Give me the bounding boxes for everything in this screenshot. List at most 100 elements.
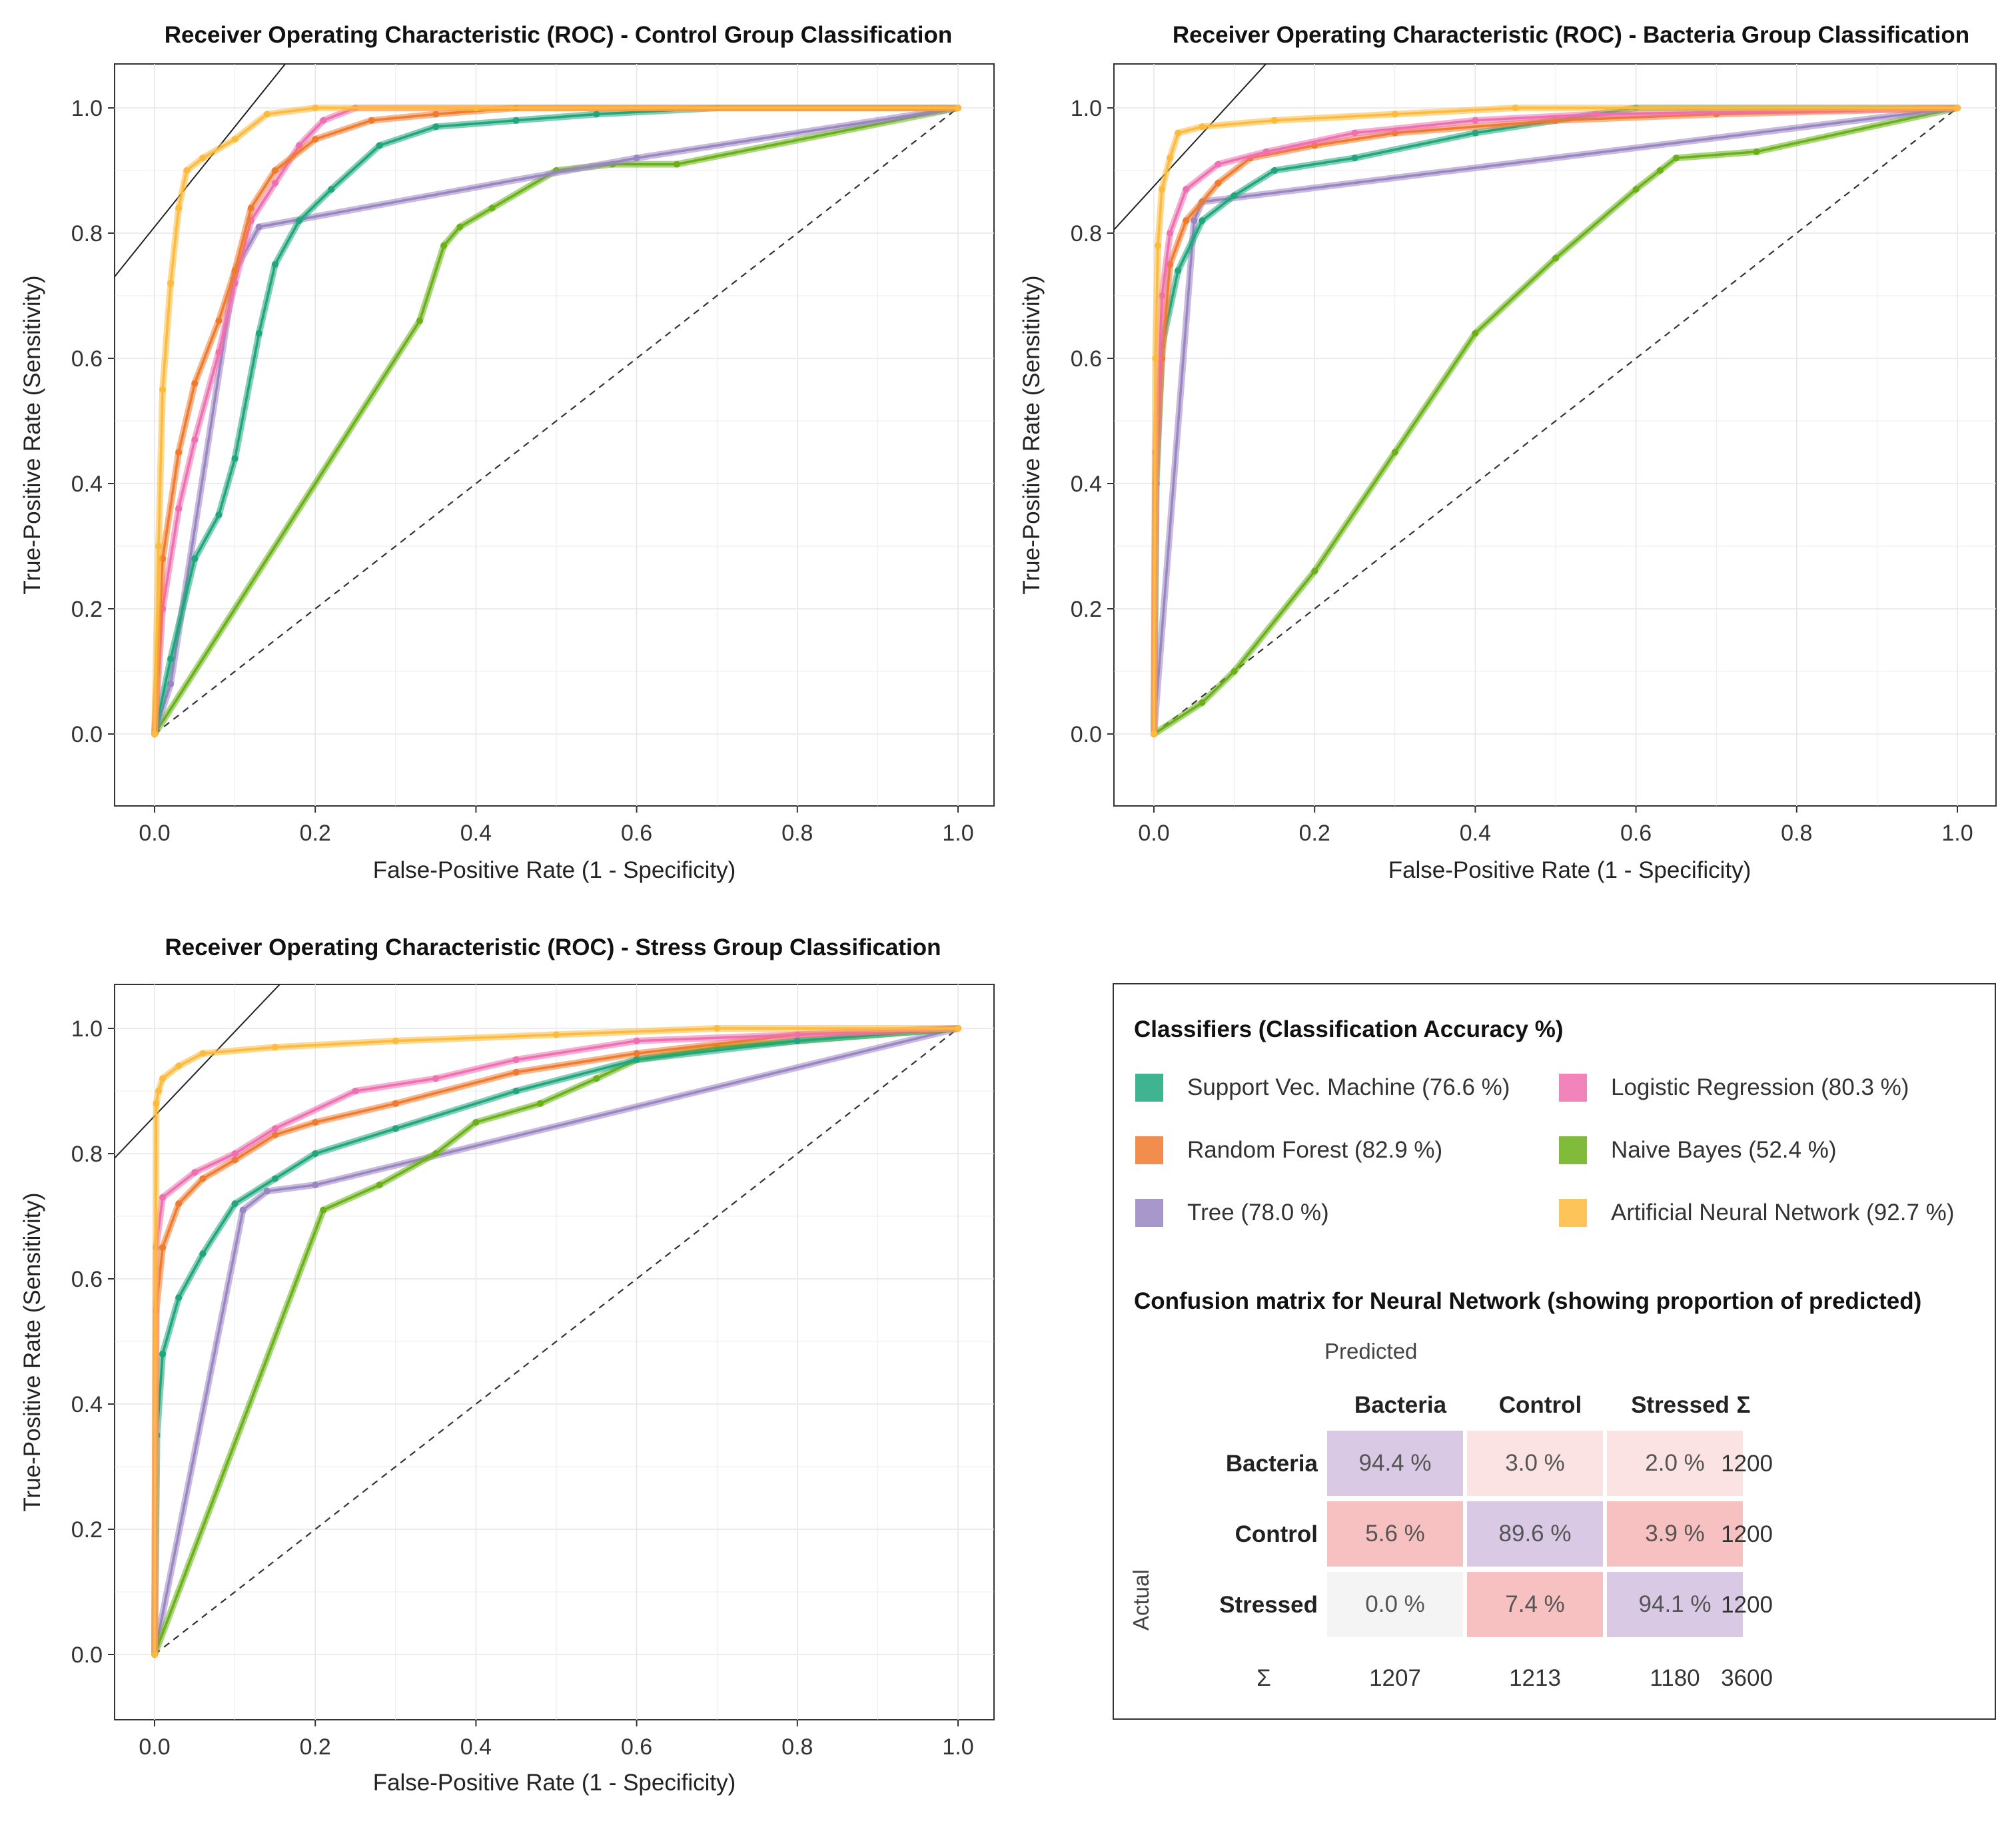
roc-point-svm [312,1150,319,1157]
roc-point-ann [1155,242,1162,249]
roc-point-nb [1391,449,1398,456]
roc-point-lr [271,1125,278,1132]
cm-cell: 2.0 % [1607,1431,1743,1496]
roc-point-ann [312,105,319,111]
roc-point-tree [239,1206,247,1214]
cm-cell: 3.0 % [1467,1431,1603,1496]
roc-point-svm [271,261,278,268]
legend-panel: Classifiers (Classification Accuracy %) … [1113,983,1996,1720]
roc-point-lr [432,1075,440,1082]
legend-label-lr: Logistic Regression (80.3 %) [1611,1074,1909,1100]
x-tick-label: 0.2 [1299,821,1330,846]
roc-point-svm [199,1250,207,1258]
roc-point-ann [263,111,270,118]
legend-swatch-rf [1135,1136,1163,1164]
roc-point-ann [155,1088,163,1094]
roc-point-lr [352,1088,359,1094]
x-tick-label: 0.4 [1460,821,1491,846]
roc-point-rf [231,267,239,274]
legend-label-svm: Support Vec. Machine (76.6 %) [1187,1074,1510,1100]
roc-point-lr [1167,230,1174,236]
roc-point-svm [1231,192,1238,199]
roc-point-ann [167,280,175,287]
cm-col-header-bacteria: Bacteria [1354,1392,1447,1418]
y-tick-label: 0.0 [71,722,103,747]
roc-point-ann [159,1075,167,1082]
roc-point-nb [1552,254,1559,262]
roc-point-ann [472,105,480,111]
roc-point-lr [271,179,278,186]
y-tick-label: 1.0 [71,1016,103,1042]
y-tick-label: 0.0 [1071,722,1102,747]
roc-point-rf [215,317,223,324]
roc-point-nb [320,1206,327,1214]
roc-point-nb [1632,186,1640,193]
cm-col-sum-bacteria: 1207 [1369,1665,1421,1691]
roc-point-ann [714,1025,721,1032]
x-tick-label: 0.6 [621,1734,652,1760]
y-tick-label: 0.0 [71,1642,103,1668]
roc-point-nb [376,1182,383,1188]
cm-col-header-stressed: Stressed [1631,1392,1730,1418]
legend-swatch-lr [1559,1074,1587,1102]
roc-point-ann [1175,129,1182,137]
roc-point-ann [271,1044,278,1051]
x-tick-label: 0.2 [300,1734,331,1760]
x-tick-label: 0.0 [139,1734,170,1760]
x-tick-label: 0.2 [300,821,331,846]
roc-point-nb [593,1075,600,1082]
roc-point-ann [1199,123,1206,131]
roc-point-lr [633,1037,640,1044]
roc-point-lr [1159,292,1166,299]
roc-point-tree [1191,217,1198,224]
roc-point-svm [1175,267,1182,274]
plot-frame [114,984,995,1720]
roc-point-tree [255,223,262,230]
roc-point-ann [1954,105,1961,111]
roc-panel-control: 0.0 0.2 0.4 0.6 0.8 1.0 0.0 0.2 0.4 0.6 0.8 1.0 Rece… [19,22,995,883]
roc-point-ann [175,1062,183,1070]
roc-point-svm [793,1037,801,1044]
x-tick-label: 1.0 [1941,821,1973,846]
roc-point-rf [1183,217,1190,224]
y-tick-label: 0.6 [1071,346,1102,372]
roc-point-ann [1167,155,1174,162]
x-tick-label: 0.0 [139,821,170,846]
roc-point-svm [167,655,175,663]
roc-point-ann [231,136,239,143]
roc-point-ann [175,204,183,212]
roc-point-ann [392,1037,399,1044]
legend-label-tree: Tree (78.0 %) [1187,1200,1329,1226]
roc-point-ann [151,1651,158,1658]
roc-point-ann [1159,186,1166,193]
chance-diagonal-line [154,1028,959,1655]
roc-panel-bacteria: 0.0 0.2 0.4 0.6 0.8 1.0 0.0 0.2 0.4 0.6 0.8 1.0 Rece… [1019,22,1997,883]
cm-cell: 3.9 % [1607,1501,1743,1567]
plot-frame [1113,63,1997,807]
cm-row-header-control: Control [1235,1521,1318,1547]
iso-performance-line [1114,64,1267,231]
roc-point-svm [1351,155,1358,162]
roc-point-lr [793,1031,801,1038]
roc-point-nb [472,1119,480,1126]
predicted-axis-label: Predicted [1324,1339,1418,1363]
legend-label-rf: Random Forest (82.9 %) [1187,1137,1443,1163]
roc-point-lr [1215,161,1222,168]
roc-point-nb [440,242,448,249]
chart-title: Receiver Operating Characteristic (ROC) … [165,22,952,48]
x-tick-label: 0.0 [1138,821,1169,846]
roc-point-ann [199,1050,207,1057]
roc-point-rf [247,204,254,212]
roc-point-ann [1152,355,1159,362]
y-axis-label: True-Positive Rate (Sensitivity) [1019,275,1045,594]
y-tick-label: 0.8 [71,1142,103,1167]
x-axis-label: False-Positive Rate (1 - Specificity) [1388,857,1752,883]
iso-performance-line [115,984,281,1160]
roc-panel-stress: 0.0 0.2 0.4 0.6 0.8 1.0 0.0 0.2 0.4 0.6 0.8 1.0 Rece… [19,934,995,1796]
roc-point-ann [1391,111,1398,118]
legend-title: Classifiers (Classification Accuracy %) [1134,1016,1564,1042]
x-tick-label: 0.6 [621,821,652,846]
y-tick-label: 0.4 [1071,472,1102,497]
y-tick-label: 0.2 [1071,597,1102,622]
cm-cell: 94.4 % [1327,1431,1463,1496]
